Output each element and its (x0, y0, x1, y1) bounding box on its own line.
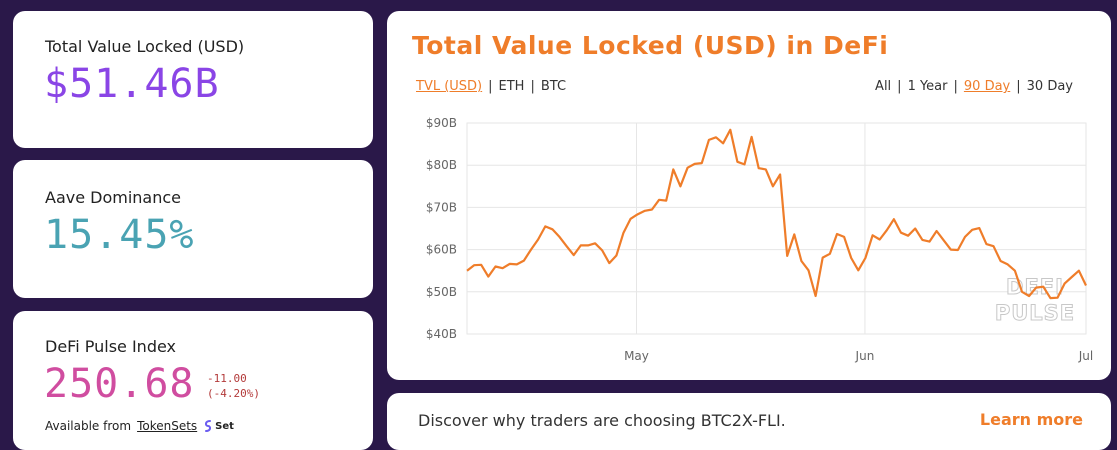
banner-text: Discover why traders are choosing BTC2X-… (418, 411, 786, 430)
toggle-eth[interactable]: ETH (498, 79, 525, 94)
dpi-value: 250.68 (44, 361, 195, 407)
toggle-btc[interactable]: BTC (540, 79, 567, 94)
y-tick-label: $40B (426, 327, 457, 341)
y-tick-label: $80B (426, 158, 457, 172)
range-30-day[interactable]: 30 Day (1026, 79, 1073, 94)
range-toggle-group: All | 1 Year | 90 Day | 30 Day (875, 79, 1073, 94)
set-logo-text: Set (215, 420, 234, 432)
watermark-line-1: DEFI (1006, 275, 1064, 299)
y-tick-label: $70B (426, 200, 457, 214)
y-tick-label: $90B (426, 116, 457, 130)
dpi-change-abs: -11.00 (207, 372, 247, 385)
toggle-separator: | (530, 79, 535, 94)
tvl-chart-card: Total Value Locked (USD) in DeFi TVL (US… (387, 11, 1111, 380)
dpi-available-row: Available from TokenSets Set (45, 419, 234, 433)
aave-dominance-value: 15.45% (44, 212, 195, 258)
range-1-year[interactable]: 1 Year (907, 79, 948, 94)
dpi-label: DeFi Pulse Index (45, 337, 176, 356)
x-tick-label: Jul (1078, 349, 1093, 363)
currency-toggle-group: TVL (USD) | ETH | BTC (416, 79, 566, 94)
range-all[interactable]: All (875, 79, 892, 94)
x-tick-label: Jun (855, 349, 875, 363)
dpi-change-pct: (-4.20%) (207, 387, 260, 400)
available-from-text: Available from (45, 419, 132, 433)
watermark-line-2: PULSE (995, 301, 1075, 325)
range-separator: | (953, 79, 958, 94)
tvl-card: Total Value Locked (USD) $51.46B (13, 11, 373, 148)
chart-title: Total Value Locked (USD) in DeFi (412, 31, 889, 60)
range-90-day[interactable]: 90 Day (963, 79, 1011, 94)
tvl-value: $51.46B (44, 61, 220, 107)
toggle-separator: | (488, 79, 493, 94)
tokensets-link[interactable]: TokenSets (137, 419, 198, 433)
promo-banner: Discover why traders are choosing BTC2X-… (387, 393, 1111, 450)
range-separator: | (1016, 79, 1021, 94)
x-tick-label: May (624, 349, 649, 363)
aave-dominance-label: Aave Dominance (45, 188, 182, 207)
y-tick-label: $50B (426, 285, 457, 299)
defi-pulse-index-card: DeFi Pulse Index 250.68 -11.00 (-4.20%) … (13, 311, 373, 450)
plot-border (466, 122, 1087, 335)
dpi-change: -11.00 (-4.20%) (207, 371, 260, 401)
y-tick-label: $60B (426, 243, 457, 257)
set-logo: Set (203, 420, 234, 432)
tvl-label: Total Value Locked (USD) (45, 37, 245, 56)
set-logo-icon (205, 420, 212, 432)
range-separator: | (897, 79, 902, 94)
tvl-series-line (466, 128, 1087, 300)
learn-more-link[interactable]: Learn more (979, 410, 1083, 429)
tvl-line-chart: $90B $80B $70B $60B $50B $40B May Jun Jul DEFIPUL… (426, 116, 1093, 363)
toggle-tvl-usd[interactable]: TVL (USD) (416, 79, 483, 94)
aave-dominance-card: Aave Dominance 15.45% (13, 160, 373, 298)
